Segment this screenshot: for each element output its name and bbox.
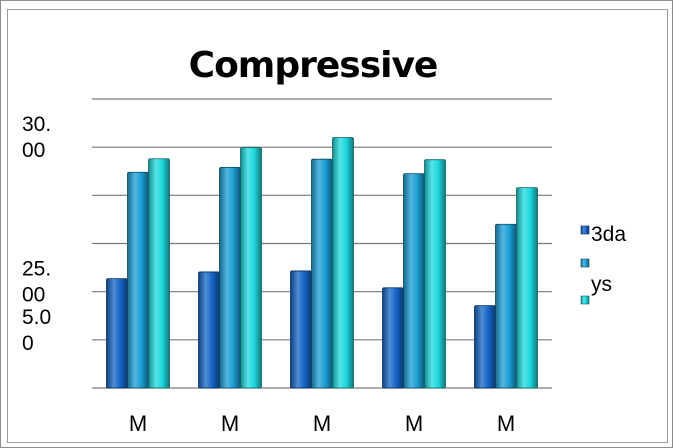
bar [127, 171, 149, 389]
bar [495, 223, 517, 389]
x-tick-label: M [221, 411, 239, 436]
x-tick-label: M [313, 411, 331, 436]
legend-label: 3da [591, 223, 626, 246]
bar [474, 305, 496, 389]
chart-title: Compressive [189, 45, 438, 86]
x-tick-label: M [405, 411, 423, 436]
bar [516, 187, 538, 389]
x-tick-label: M [497, 411, 515, 436]
bar [311, 158, 333, 389]
y-tick-label: 30. [22, 113, 51, 136]
y-tick-label: 5.0 [22, 306, 51, 329]
legend-swatch [580, 295, 590, 305]
legend-swatch [580, 225, 590, 235]
bar [148, 158, 170, 389]
bars [106, 137, 538, 389]
bar [106, 278, 128, 389]
legend-label: ys [591, 273, 612, 296]
bar [219, 166, 241, 389]
bar [403, 173, 425, 389]
y-tick-label: 0 [22, 332, 34, 355]
legend: 3da ys [580, 223, 626, 305]
y-tick-label: 25. [22, 258, 51, 281]
bar [382, 287, 404, 389]
bar [290, 270, 312, 389]
bar [198, 271, 220, 389]
y-tick-label: 00 [22, 284, 45, 307]
legend-swatch [580, 258, 590, 268]
bar [332, 137, 354, 389]
y-tick-label: 00 [22, 139, 45, 162]
bar [424, 159, 446, 389]
bar [240, 147, 262, 389]
x-tick-label: M [129, 411, 147, 436]
